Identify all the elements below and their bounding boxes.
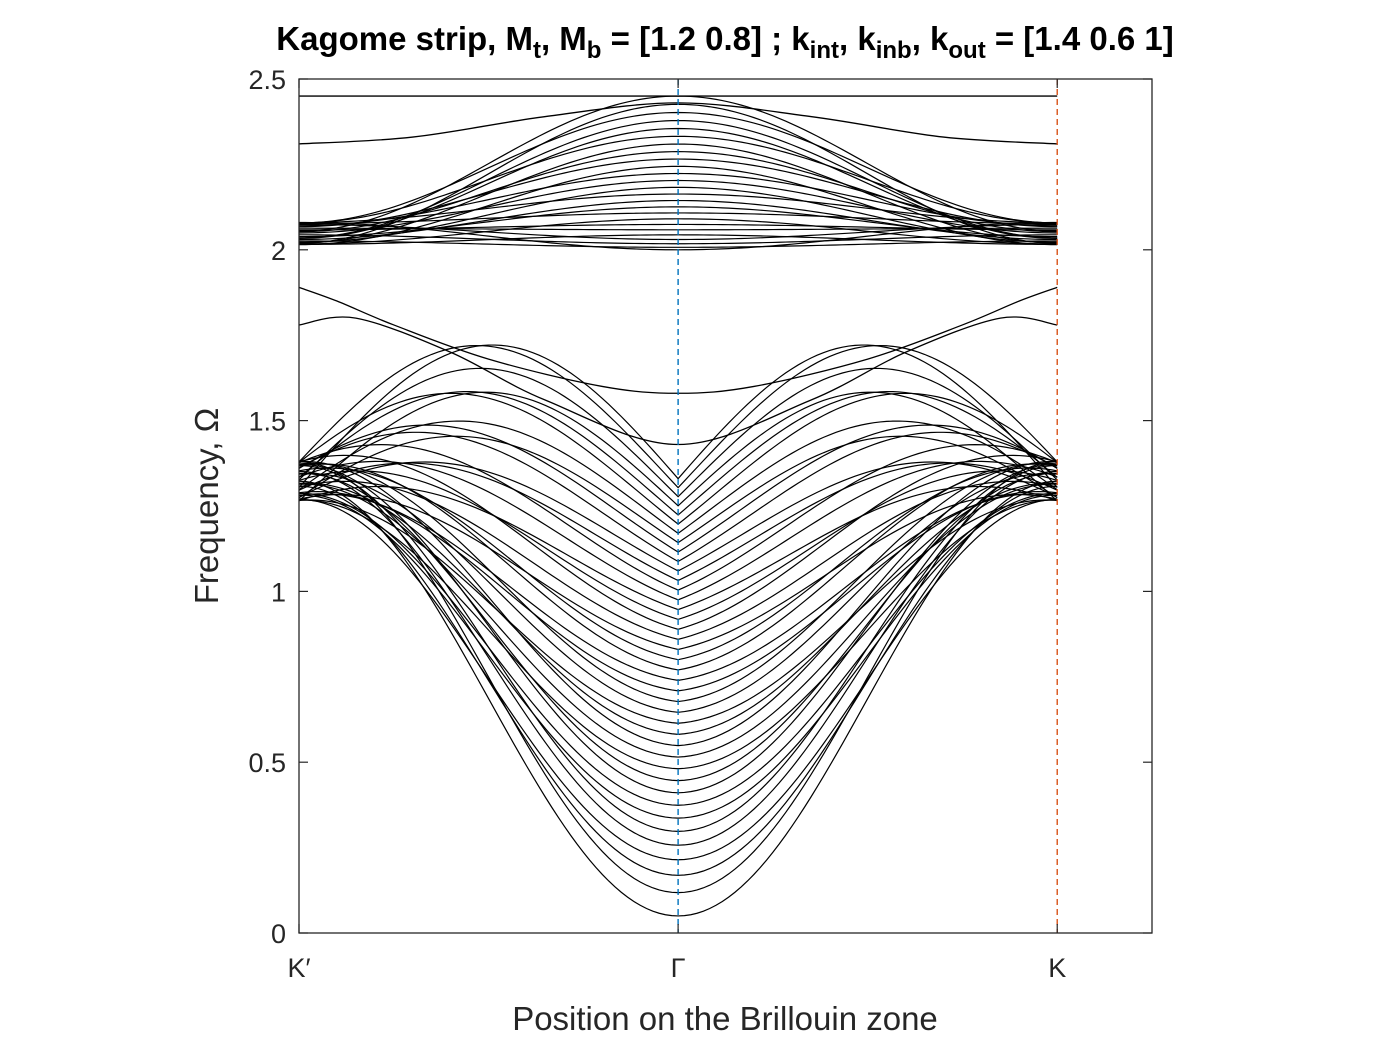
title-subscript: int <box>810 37 839 64</box>
y-tick-label: 1 <box>271 577 286 607</box>
y-tick-label: 2 <box>271 236 286 266</box>
lower-band-line <box>298 344 1058 488</box>
plot-area <box>298 79 1058 933</box>
plot-frame <box>298 78 1153 934</box>
x-tick-label: K′ <box>287 953 310 983</box>
axis-ticks: 0 0.5 1 1.5 2 2.5 K′ Γ K <box>248 65 1152 983</box>
lower-band-line <box>298 494 1058 819</box>
upper-band-line <box>298 186 1058 243</box>
upper-band-line <box>298 218 1058 245</box>
lower-band-line <box>298 367 1058 498</box>
x-axis-label: Position on the Brillouin zone <box>512 1000 938 1037</box>
title-segment: , k <box>912 20 949 57</box>
upper-band-line <box>298 127 1058 239</box>
y-axis-label: Frequency, Ω <box>188 408 225 604</box>
title-segment: = [1.4 0.6 1] <box>986 20 1174 57</box>
title-segment: = [1.2 0.8] ; k <box>601 20 810 57</box>
lower-band-line <box>298 499 1058 770</box>
title-segment: Kagome strip, M <box>276 20 533 57</box>
title-subscript: out <box>948 37 985 64</box>
lower-band-line <box>298 344 1058 489</box>
lower-band-line <box>298 485 1058 876</box>
title-subscript: b <box>587 37 602 64</box>
y-tick-label: 0.5 <box>248 748 286 778</box>
title-segment: , k <box>839 20 876 57</box>
y-tick-label: 1.5 <box>248 407 286 437</box>
upper-band-line <box>298 165 1058 246</box>
lower-band-line <box>298 444 1058 591</box>
lower-band-line <box>298 391 1058 507</box>
x-tick-label: K <box>1048 953 1066 983</box>
y-tick-label: 2.5 <box>248 65 286 95</box>
chart-title: Kagome strip, Mt, Mb = [1.2 0.8] ; kint,… <box>276 20 1173 64</box>
x-tick-label: Γ <box>671 953 686 983</box>
title-subscript: inb <box>876 37 912 64</box>
lower-band-line <box>298 461 1058 894</box>
upper-band-line <box>298 135 1058 224</box>
lower-band-line <box>298 492 1058 806</box>
title-segment: , M <box>541 20 587 57</box>
title-subscript: t <box>533 37 541 64</box>
lower-band-line <box>298 420 1058 535</box>
y-tick-label: 0 <box>271 919 286 949</box>
